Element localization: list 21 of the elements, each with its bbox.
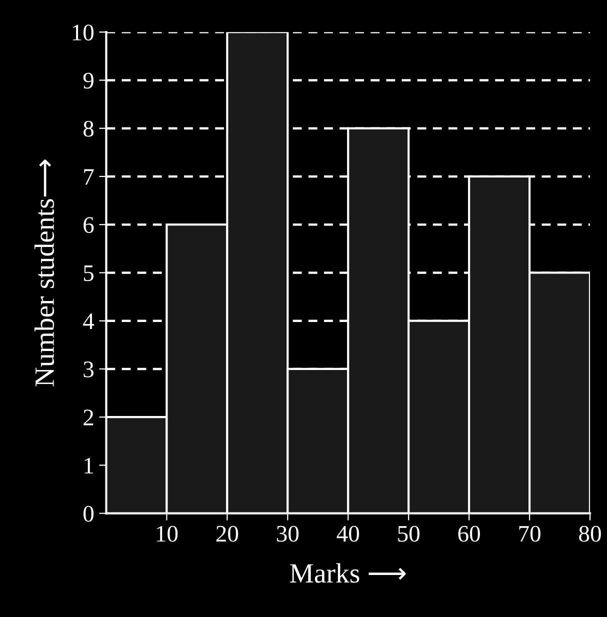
x-tick-label: 10 bbox=[156, 526, 178, 542]
y-tick-label: 8 bbox=[84, 120, 94, 137]
x-tick-label: 50 bbox=[398, 526, 420, 542]
y-tick-label: 3 bbox=[84, 362, 94, 378]
y-tick-label: 0 bbox=[84, 506, 94, 522]
x-tick-label: 40 bbox=[336, 526, 360, 542]
x-axis-title: Marks ⟶ bbox=[290, 563, 406, 583]
x-tick-label: 60 bbox=[458, 526, 480, 542]
y-tick-label: 10 bbox=[72, 24, 94, 41]
y-tick-label: 6 bbox=[84, 217, 94, 234]
x-tick-label: 70 bbox=[519, 526, 540, 542]
x-tick-label: 80 bbox=[579, 526, 601, 542]
y-tick-label: 7 bbox=[84, 169, 94, 185]
y-tick-label: 1 bbox=[84, 458, 94, 474]
x-tick-label: 20 bbox=[216, 526, 238, 542]
y-tick-label: 2 bbox=[84, 410, 94, 426]
x-tick-label: 30 bbox=[276, 526, 299, 542]
y-tick-label: 9 bbox=[83, 72, 94, 89]
y-tick-label: 5 bbox=[84, 265, 94, 282]
y-axis-title: Number students⟶ bbox=[34, 160, 54, 386]
y-tick-label: 4 bbox=[83, 313, 94, 330]
